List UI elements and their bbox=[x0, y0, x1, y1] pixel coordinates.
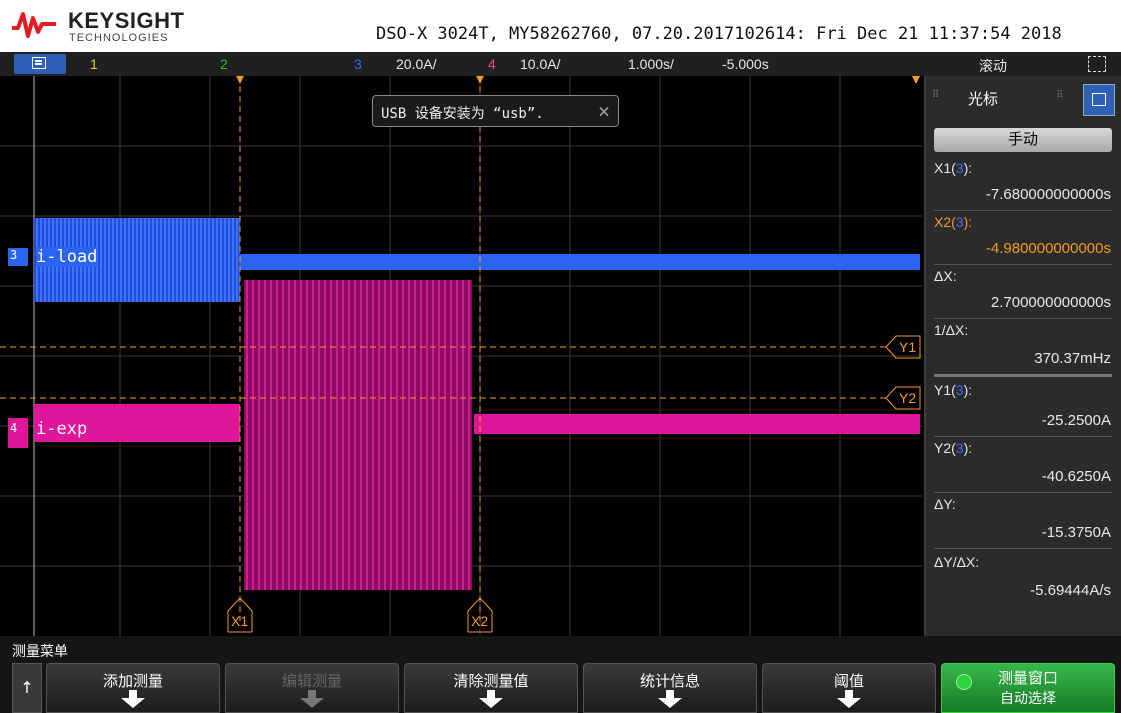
softkey-bar: 测量菜单 ↑ 添加测量 编辑测量 清除测量值 统计信息 阈值 测量窗口 自动选择 bbox=[0, 636, 1121, 713]
keysight-wave-icon bbox=[12, 12, 56, 38]
down-arrow-icon bbox=[658, 690, 682, 708]
divider bbox=[934, 210, 1112, 211]
measurement-window-button[interactable]: 测量窗口 自动选择 bbox=[941, 663, 1115, 713]
cursor-y1-tag bbox=[885, 335, 921, 359]
y2-label: Y2(3): bbox=[934, 440, 973, 456]
x2-value: -4.980000000000s bbox=[985, 240, 1111, 257]
brand-name: KEYSIGHT bbox=[68, 8, 185, 33]
main-menu-button[interactable] bbox=[14, 54, 66, 74]
ch4-trace-label: i-exp bbox=[36, 419, 88, 439]
instrument-info: DSO-X 3024T, MY58262760, 07.20.201710261… bbox=[376, 24, 1062, 44]
drag-handle-icon-2[interactable]: ⠿ bbox=[1056, 90, 1064, 101]
header-bar: KEYSIGHT TECHNOLOGIES DSO-X 3024T, MY582… bbox=[0, 0, 1121, 52]
down-arrow-icon bbox=[300, 690, 324, 708]
divider bbox=[934, 436, 1112, 437]
ch4-ground-marker[interactable] bbox=[8, 418, 28, 448]
channel-2-label[interactable]: 2 bbox=[220, 56, 228, 72]
ch3-trace-label: i-load bbox=[36, 247, 98, 267]
trigger-mode[interactable]: 滚动 bbox=[979, 58, 1007, 74]
divider bbox=[934, 318, 1112, 319]
ch3-number: 3 bbox=[10, 248, 18, 262]
ch3-ground-marker[interactable] bbox=[8, 248, 28, 266]
y1-value: -25.2500A bbox=[1041, 412, 1111, 429]
down-arrow-icon bbox=[837, 690, 861, 708]
divider bbox=[934, 492, 1112, 493]
channel-1-label[interactable]: 1 bbox=[90, 56, 98, 72]
delta-x-value: 2.700000000000s bbox=[990, 294, 1111, 311]
divider bbox=[934, 264, 1112, 265]
usb-notification: USB 设备安装为 “usb”. × bbox=[372, 95, 619, 127]
cursor-x1-label[interactable]: X1 bbox=[231, 613, 249, 629]
cursor-panel-title: 光标 bbox=[968, 91, 999, 108]
x2-label: X2(3): bbox=[934, 214, 973, 230]
status-led-icon bbox=[956, 674, 972, 690]
cursor-panel: ⠿ 光标 ⠿ 手动 X1(3): -7.680000000000s X2(3):… bbox=[924, 76, 1121, 636]
down-arrow-icon bbox=[479, 690, 503, 708]
x1-value: -7.680000000000s bbox=[985, 186, 1111, 203]
waveform-graticule bbox=[0, 76, 922, 636]
time-delay[interactable]: -5.000s bbox=[722, 56, 769, 72]
drag-handle-icon[interactable]: ⠿ bbox=[932, 90, 940, 101]
divider bbox=[934, 374, 1112, 377]
cursor-x1-tag bbox=[227, 597, 253, 633]
cursor-y1-label[interactable]: Y1 bbox=[899, 339, 917, 355]
add-measurement-button[interactable]: 添加测量 bbox=[46, 663, 220, 713]
channel-3-label[interactable]: 3 bbox=[354, 56, 362, 72]
close-icon[interactable]: × bbox=[597, 99, 610, 123]
ch4-trace-post bbox=[474, 414, 920, 434]
channel-4-scale: 10.0A/ bbox=[520, 56, 561, 72]
channel-4-label[interactable]: 4 bbox=[488, 56, 496, 72]
inv-delta-x-value: 370.37mHz bbox=[1034, 350, 1111, 367]
back-up-button[interactable]: ↑ bbox=[12, 663, 42, 713]
cursor-x2-tag bbox=[467, 597, 493, 633]
cursor-y2-label[interactable]: Y2 bbox=[899, 390, 917, 406]
y1-label: Y1(3): bbox=[934, 382, 973, 398]
ch4-burst bbox=[244, 280, 472, 590]
cursor-x2-label[interactable]: X2 bbox=[471, 613, 489, 629]
delta-x-label: ΔX: bbox=[934, 268, 957, 284]
thresholds-button[interactable]: 阈值 bbox=[762, 663, 936, 713]
channel-3-scale: 20.0A/ bbox=[396, 56, 437, 72]
delta-y-over-delta-x-label: ΔY/ΔX: bbox=[934, 554, 980, 570]
y2-value: -40.6250A bbox=[1041, 468, 1111, 485]
acquisition-status-icon bbox=[1088, 56, 1106, 72]
ch4-number: 4 bbox=[10, 421, 18, 435]
delta-y-label: ΔY: bbox=[934, 496, 956, 512]
edit-measurement-button[interactable]: 编辑测量 bbox=[225, 663, 399, 713]
brand-subtitle: TECHNOLOGIES bbox=[69, 32, 169, 44]
down-arrow-icon bbox=[121, 690, 145, 708]
cursor-y2-tag bbox=[885, 386, 921, 410]
clear-measurements-button[interactable]: 清除测量值 bbox=[404, 663, 578, 713]
channel-status-bar: 1 2 3 20.0A/ 4 10.0A/ 1.000s/ -5.000s 滚动 bbox=[0, 52, 1121, 76]
delta-y-value: -15.3750A bbox=[1041, 524, 1111, 541]
delta-y-over-delta-x-value: -5.69444A/s bbox=[1030, 582, 1111, 599]
panel-menu-button[interactable] bbox=[1083, 84, 1115, 116]
x1-label: X1(3): bbox=[934, 160, 973, 176]
cursor-mode-button[interactable]: 手动 bbox=[934, 128, 1112, 152]
menu-icon bbox=[1092, 93, 1106, 106]
statistics-button[interactable]: 统计信息 bbox=[583, 663, 757, 713]
menu-title: 测量菜单 bbox=[12, 643, 68, 659]
menu-icon bbox=[32, 57, 46, 69]
usb-notification-text: USB 设备安装为 “usb”. bbox=[381, 106, 544, 122]
divider bbox=[934, 548, 1112, 549]
timebase-scale[interactable]: 1.000s/ bbox=[628, 56, 674, 72]
inv-delta-x-label: 1/ΔX: bbox=[934, 322, 969, 338]
ch3-trace bbox=[240, 254, 920, 270]
